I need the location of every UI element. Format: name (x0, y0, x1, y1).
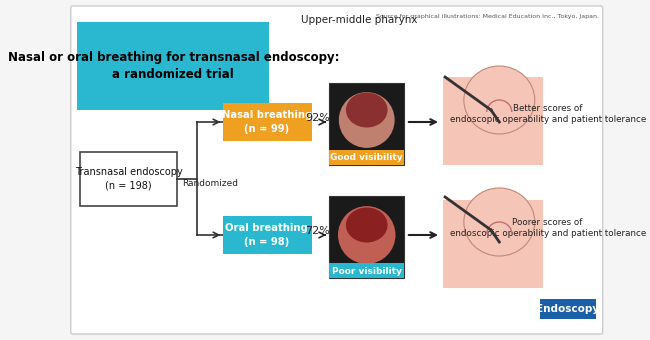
FancyBboxPatch shape (329, 196, 404, 278)
Text: Randomized: Randomized (183, 180, 239, 188)
Text: Poorer scores of
endoscopic operability and patient tolerance: Poorer scores of endoscopic operability … (450, 218, 645, 238)
FancyBboxPatch shape (443, 77, 543, 165)
Ellipse shape (464, 66, 535, 134)
Text: Oral breathing
(n = 98): Oral breathing (n = 98) (226, 223, 308, 246)
FancyBboxPatch shape (540, 299, 596, 319)
Text: Source for graphical illustrations: Medical Education Inc., Tokyo, Japan.: Source for graphical illustrations: Medi… (376, 14, 599, 19)
Ellipse shape (337, 91, 396, 149)
Text: Transnasal endoscopy
(n = 198): Transnasal endoscopy (n = 198) (75, 167, 183, 191)
FancyBboxPatch shape (329, 83, 404, 165)
Ellipse shape (346, 92, 387, 128)
Text: 72%: 72% (305, 226, 330, 236)
Text: Endoscopy: Endoscopy (536, 304, 599, 314)
FancyBboxPatch shape (329, 263, 404, 278)
FancyBboxPatch shape (71, 6, 603, 334)
FancyBboxPatch shape (222, 103, 312, 141)
FancyBboxPatch shape (80, 152, 177, 206)
Text: Poor visibility: Poor visibility (332, 267, 402, 275)
Text: Good visibility: Good visibility (330, 153, 403, 163)
FancyBboxPatch shape (222, 216, 312, 254)
Ellipse shape (337, 205, 396, 265)
Text: Better scores of
endoscopic operability and patient tolerance: Better scores of endoscopic operability … (450, 104, 645, 124)
Text: Upper-middle pharynx: Upper-middle pharynx (301, 15, 417, 25)
Text: Nasal breathing
(n = 99): Nasal breathing (n = 99) (222, 110, 312, 134)
FancyBboxPatch shape (329, 150, 404, 165)
FancyBboxPatch shape (443, 200, 543, 288)
Ellipse shape (464, 188, 535, 256)
FancyBboxPatch shape (77, 22, 269, 110)
Ellipse shape (346, 207, 387, 242)
Text: Nasal or oral breathing for transnasal endoscopy:
a randomized trial: Nasal or oral breathing for transnasal e… (8, 51, 339, 82)
Text: 92%: 92% (305, 113, 330, 123)
